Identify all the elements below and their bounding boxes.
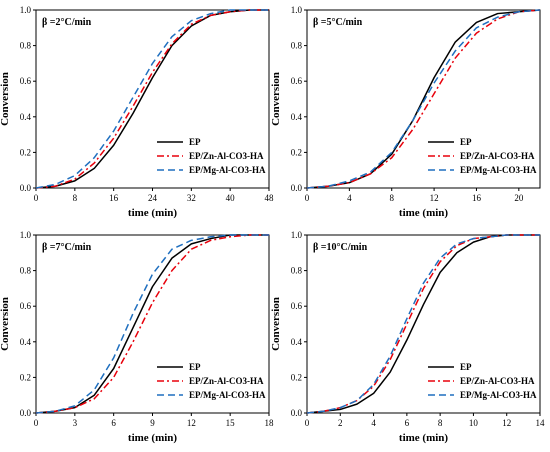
y-tick-label: 0.6	[20, 76, 32, 86]
x-tick-label: 4	[347, 193, 352, 203]
y-tick-label: 0.2	[20, 147, 31, 157]
y-tick-label: 1.0	[20, 5, 32, 15]
x-tick-label: 15	[226, 418, 236, 428]
x-tick-label: 8	[389, 193, 394, 203]
x-tick-label: 0	[305, 418, 310, 428]
plot-frame	[306, 9, 541, 189]
legend-label: EP/Zn-Al-CO3-HA	[189, 151, 264, 161]
series-line-1	[35, 9, 269, 189]
y-tick-label: 0.8	[291, 266, 303, 276]
series-line-2	[35, 9, 269, 189]
x-tick-label: 4	[371, 418, 376, 428]
legend-label: EP/Zn-Al-CO3-HA	[460, 376, 535, 386]
y-axis-title: Conversion	[0, 72, 11, 126]
x-tick-label: 2	[338, 418, 343, 428]
x-tick-label: 12	[430, 193, 439, 203]
x-tick-label: 20	[514, 193, 524, 203]
series-line-2	[35, 234, 269, 414]
chart-panel-1: 0 8 16 24 32 40 48 0.0 0.2 0.4 0.6 0.8 1.0 time (min)…	[0, 5, 274, 219]
panel-title: β =7°C/min	[42, 242, 92, 253]
legend-label: EP/Mg-Al-CO3-HA	[189, 390, 266, 400]
plot-frame	[306, 234, 541, 414]
y-tick-label: 0.0	[291, 408, 303, 418]
legend-label: EP/Zn-Al-CO3-HA	[460, 151, 535, 161]
panel-title: β =2°C/min	[42, 17, 92, 28]
series-line-1	[306, 9, 541, 189]
y-tick-label: 0.4	[20, 337, 32, 347]
x-tick-label: 12	[502, 418, 511, 428]
legend-label: EP	[460, 137, 472, 147]
legend-label: EP	[189, 362, 201, 372]
series-line-3	[35, 9, 269, 189]
y-tick-label: 0.6	[20, 301, 32, 311]
x-tick-label: 8	[73, 193, 78, 203]
y-tick-label: 0.8	[20, 41, 32, 51]
series-line-3	[306, 9, 541, 189]
y-tick-label: 0.4	[291, 337, 303, 347]
y-tick-label: 1.0	[20, 230, 32, 240]
legend-label: EP/Zn-Al-CO3-HA	[189, 376, 264, 386]
series-line-1	[35, 234, 269, 414]
y-tick-label: 0.0	[20, 408, 32, 418]
x-axis-title: time (min)	[128, 207, 178, 219]
y-tick-label: 0.2	[291, 147, 302, 157]
x-tick-label: 16	[109, 193, 119, 203]
y-tick-label: 0.6	[291, 76, 303, 86]
legend-label: EP/Mg-Al-CO3-HA	[460, 390, 537, 400]
y-tick-label: 0.4	[291, 112, 303, 122]
legend-label: EP	[189, 137, 201, 147]
x-axis-title: time (min)	[128, 432, 178, 444]
x-tick-label: 6	[111, 418, 116, 428]
y-tick-label: 1.0	[291, 5, 303, 15]
plot-frame	[35, 234, 270, 414]
y-tick-label: 0.6	[291, 301, 303, 311]
x-tick-label: 40	[226, 193, 236, 203]
series-line-2	[306, 9, 541, 189]
x-axis-title: time (min)	[399, 207, 449, 219]
x-tick-label: 24	[148, 193, 158, 203]
x-tick-label: 48	[265, 193, 275, 203]
y-tick-label: 0.8	[291, 41, 303, 51]
y-tick-label: 0.8	[20, 266, 32, 276]
y-tick-label: 0.2	[20, 372, 31, 382]
y-tick-label: 1.0	[291, 230, 303, 240]
x-tick-label: 32	[187, 193, 196, 203]
chart-panel-4: 0 2 4 6 8 10 12 14 0.0 0.2 0.4 0.6 0.8 1.0 time (min) C…	[270, 230, 545, 444]
x-tick-label: 18	[265, 418, 275, 428]
y-tick-label: 0.4	[20, 112, 32, 122]
x-tick-label: 6	[405, 418, 410, 428]
panel-title: β =10°C/min	[313, 242, 368, 253]
x-tick-label: 10	[469, 418, 479, 428]
y-axis-title: Conversion	[0, 297, 11, 351]
y-axis-title: Conversion	[270, 297, 282, 351]
x-tick-label: 8	[438, 418, 443, 428]
series-line-2	[306, 234, 540, 414]
series-line-1	[306, 234, 540, 414]
chart-panel-2: 0 4 8 12 16 20 0.0 0.2 0.4 0.6 0.8 1.0 time (min) Con…	[270, 5, 541, 219]
x-tick-label: 14	[536, 418, 546, 428]
y-tick-label: 0.0	[291, 183, 303, 193]
legend-label: EP	[460, 362, 472, 372]
series-line-3	[35, 234, 269, 414]
plot-frame	[35, 9, 270, 189]
legend-label: EP/Mg-Al-CO3-HA	[189, 165, 266, 175]
x-tick-label: 16	[472, 193, 482, 203]
y-tick-label: 0.2	[291, 372, 302, 382]
chart-panel-3: 0 3 6 9 12 15 18 0.0 0.2 0.4 0.6 0.8 1.0 time (min) Co…	[0, 230, 274, 444]
x-axis-title: time (min)	[399, 432, 449, 444]
y-tick-label: 0.0	[20, 183, 32, 193]
x-tick-label: 3	[73, 418, 78, 428]
panel-title: β =5°C/min	[313, 17, 363, 28]
x-tick-label: 9	[150, 418, 155, 428]
x-tick-label: 0	[34, 193, 39, 203]
x-tick-label: 0	[34, 418, 39, 428]
legend-label: EP/Mg-Al-CO3-HA	[460, 165, 537, 175]
x-tick-label: 0	[305, 193, 310, 203]
y-axis-title: Conversion	[270, 72, 282, 126]
x-tick-label: 12	[187, 418, 196, 428]
series-line-3	[306, 234, 540, 414]
